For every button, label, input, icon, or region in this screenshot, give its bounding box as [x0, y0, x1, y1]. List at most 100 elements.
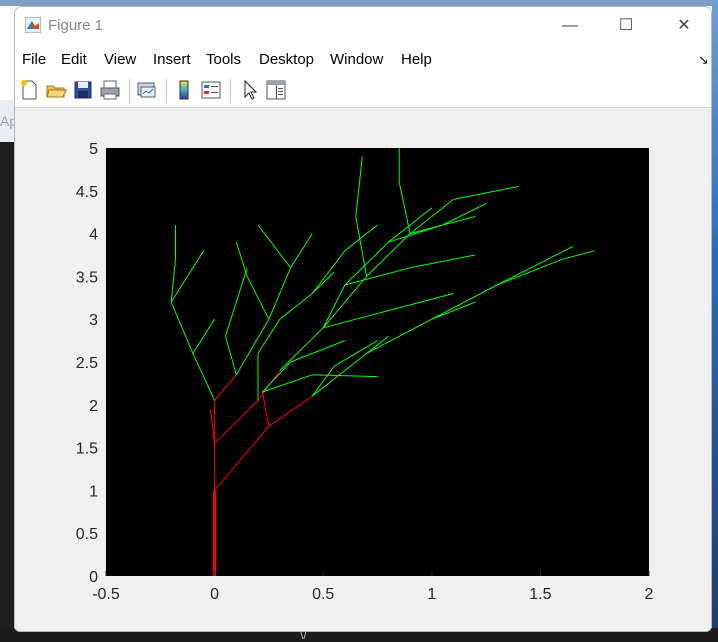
branch-segment	[561, 250, 595, 260]
branch-segment	[333, 340, 378, 367]
branch-segment	[279, 293, 313, 320]
trunk-segment	[209, 409, 216, 444]
branch-segment	[170, 301, 194, 354]
dock-figure-icon[interactable]: ↘	[698, 52, 709, 67]
branch-segment	[311, 366, 335, 397]
branch-segment	[431, 284, 498, 320]
desktop-background	[0, 0, 718, 6]
figure-toolbar	[15, 73, 711, 108]
branch-segment	[311, 353, 367, 397]
toolbar-separator	[129, 79, 130, 103]
open-file-icon[interactable]	[45, 79, 67, 101]
plot[interactable]: -0.5 0 0.5 1 1.5 200.511.522.533.544.55	[15, 108, 711, 631]
minimize-button[interactable]: —	[562, 17, 578, 34]
axes-background[interactable]	[106, 148, 649, 576]
trunk-segment	[214, 425, 270, 491]
y-tick-label: 2	[89, 398, 98, 415]
window-title: Figure 1	[48, 17, 104, 34]
desktop-background-left	[0, 100, 14, 642]
figure-window[interactable]: Figure 1 — ☐ ✕ File Edit View Insert Too…	[14, 6, 712, 632]
property-inspector-icon[interactable]	[265, 79, 287, 101]
branch-segment	[225, 336, 237, 375]
colorbar-icon[interactable]	[173, 79, 195, 101]
print-icon[interactable]	[99, 79, 121, 101]
branch-segment	[431, 301, 476, 320]
branch-segment	[344, 241, 389, 286]
trunk-segment	[268, 395, 313, 427]
menu-edit[interactable]: Edit	[61, 51, 87, 68]
trunk-segment	[261, 391, 270, 427]
desktop-icon-fragment: \/	[300, 628, 307, 642]
branch-segment	[388, 207, 433, 243]
save-icon[interactable]	[72, 79, 94, 101]
menu-file[interactable]: File	[22, 51, 47, 68]
plot-lines	[170, 148, 595, 576]
branch-segment	[453, 186, 519, 200]
y-tick-label: 1.5	[76, 441, 98, 458]
menu-bar: File Edit View Insert Tools Desktop Wind…	[15, 45, 711, 73]
branch-segment	[290, 233, 313, 269]
branch-segment	[192, 318, 216, 354]
branch-segment	[366, 335, 389, 354]
branch-segment	[344, 267, 411, 286]
branch-segment	[225, 301, 237, 337]
branch-segment	[323, 310, 389, 329]
title-bar[interactable]: Figure 1 — ☐ ✕	[15, 7, 711, 45]
desktop-wallpaper	[712, 0, 718, 642]
menu-window[interactable]: Window	[330, 51, 384, 68]
y-tick-label: 2.5	[76, 355, 98, 372]
x-tick-label: 1.5	[529, 586, 551, 603]
branch-segment	[192, 353, 216, 401]
branch-segment	[366, 318, 433, 354]
close-button[interactable]: ✕	[677, 17, 691, 34]
x-tick-label: -0.5	[92, 586, 120, 603]
branch-segment	[257, 224, 291, 269]
branch-segment	[496, 258, 563, 286]
branch-segment	[246, 276, 270, 320]
branch-segment	[235, 267, 248, 303]
branch-segment	[409, 216, 476, 235]
menu-desktop[interactable]: Desktop	[259, 51, 315, 68]
menu-help[interactable]: Help	[401, 51, 432, 68]
y-tick-label: 0	[89, 569, 98, 586]
y-tick-label: 5	[89, 141, 98, 158]
branch-segment	[257, 318, 281, 354]
toolbar-separator	[230, 79, 231, 103]
pointer-icon[interactable]	[239, 79, 261, 101]
branch-segment	[355, 216, 368, 277]
menu-insert[interactable]: Insert	[153, 51, 191, 68]
new-figure-icon[interactable]	[18, 79, 40, 101]
branch-segment	[312, 374, 378, 378]
y-tick-label: 4.5	[76, 184, 98, 201]
branch-segment	[322, 276, 367, 329]
branch-segment	[235, 242, 248, 277]
y-tick-label: 3	[89, 312, 98, 329]
x-tick-label: 0	[210, 586, 219, 603]
branch-segment	[366, 233, 411, 277]
matlab-icon	[25, 17, 41, 33]
branch-segment	[268, 267, 292, 320]
maximize-button[interactable]: ☐	[618, 17, 634, 34]
y-tick-label: 4	[89, 227, 98, 244]
toolbar-separator	[166, 79, 167, 103]
branch-segment	[344, 224, 378, 252]
x-tick-label: 2	[645, 586, 654, 603]
branch-segment	[170, 259, 176, 303]
link-plot-icon[interactable]	[136, 79, 158, 101]
branch-segment	[409, 199, 454, 234]
y-tick-label: 1	[89, 483, 98, 500]
trunk-segment	[214, 400, 259, 444]
branch-segment	[496, 245, 574, 286]
menu-tools[interactable]: Tools	[206, 51, 242, 68]
legend-icon[interactable]	[200, 79, 222, 101]
branch-segment	[388, 293, 454, 312]
branch-segment	[410, 254, 476, 269]
menu-view[interactable]: View	[104, 51, 137, 68]
background-window-fragment: Ap	[0, 100, 14, 142]
figure-canvas[interactable]: -0.5 0 0.5 1 1.5 2 0 0.5 1 1.5 2 2.5 3 3.5 4 4.5 5	[15, 108, 711, 631]
tick-labels: -0.5 0 0.5 1 1.5 200.511.522.533.544.55	[76, 141, 654, 603]
y-tick-label: 3.5	[76, 269, 98, 286]
branch-segment	[290, 340, 346, 363]
branch-segment	[398, 182, 411, 234]
x-tick-label: 0.5	[312, 586, 334, 603]
